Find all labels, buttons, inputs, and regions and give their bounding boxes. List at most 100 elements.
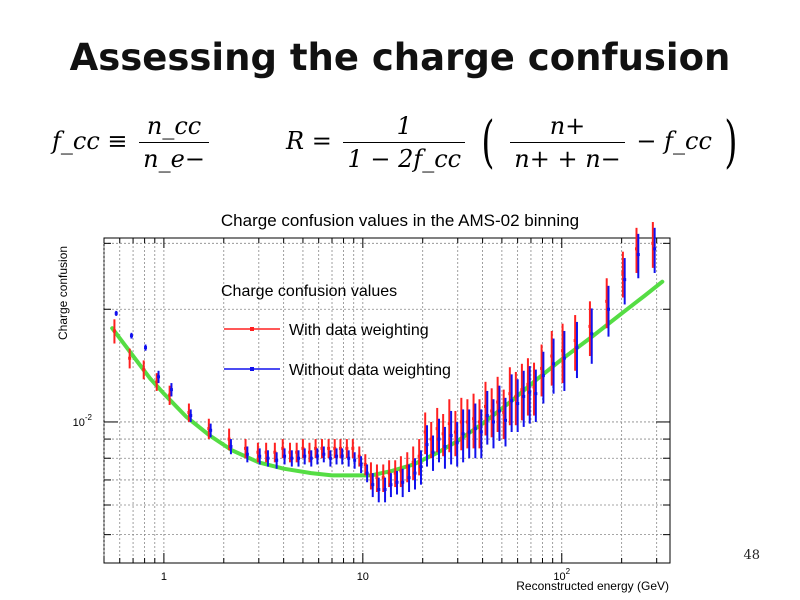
data-point-without-weighting <box>473 427 477 431</box>
slide-title: Assessing the charge confusion <box>69 36 731 79</box>
data-point-without-weighting <box>209 428 213 432</box>
data-point-with-weighting <box>496 400 500 404</box>
data-point-with-weighting <box>273 450 277 454</box>
data-point-without-weighting <box>479 430 483 434</box>
data-point-without-weighting <box>541 374 545 378</box>
x-axis-label: Reconstructed energy (GeV) <box>516 579 669 593</box>
data-point-with-weighting <box>635 247 639 251</box>
data-point-with-weighting <box>429 437 433 441</box>
data-point-without-weighting <box>607 307 611 311</box>
data-point-with-weighting <box>605 299 609 303</box>
data-point-with-weighting <box>387 471 391 475</box>
data-point-without-weighting <box>383 488 387 492</box>
data-point-with-weighting <box>369 473 373 477</box>
chart-title: Charge confusion values in the AMS-02 bi… <box>221 211 579 230</box>
data-point-with-weighting <box>465 420 469 424</box>
data-point-with-weighting <box>327 446 331 450</box>
data-point-without-weighting <box>516 402 520 406</box>
data-point-with-weighting <box>345 446 349 450</box>
data-point-without-weighting <box>189 414 193 418</box>
data-point-without-weighting <box>552 362 556 366</box>
data-point-without-weighting <box>335 454 339 458</box>
data-point-without-weighting <box>449 434 453 438</box>
data-point-without-weighting <box>258 454 262 458</box>
x-tick-label: 10 <box>357 571 369 583</box>
data-point-with-weighting <box>187 410 191 414</box>
formula-ratio-fraction-1-numerator: 1 <box>396 112 412 140</box>
data-point-with-weighting <box>244 446 248 450</box>
data-point-with-weighting <box>472 417 476 421</box>
data-point-with-weighting <box>314 446 318 450</box>
data-point-without-weighting <box>419 465 423 469</box>
data-point-with-weighting <box>459 420 463 424</box>
formula-ratio-fraction-2: n+ n+ + n− <box>510 112 625 173</box>
data-point-with-weighting <box>405 465 409 469</box>
data-point-with-weighting <box>112 329 116 333</box>
data-point-with-weighting <box>502 410 506 414</box>
data-point-without-weighting <box>347 456 351 460</box>
data-point-without-weighting <box>413 471 417 475</box>
plot-frame <box>103 237 671 564</box>
data-point-without-weighting <box>575 346 579 350</box>
data-point-without-weighting <box>309 456 313 460</box>
data-point-without-weighting <box>365 471 369 475</box>
data-point-with-weighting <box>423 430 427 434</box>
data-point-without-weighting <box>322 452 326 456</box>
data-point-without-weighting <box>497 409 501 413</box>
data-point-without-weighting <box>562 356 566 360</box>
data-point-with-weighting <box>411 460 415 464</box>
legend-title: Charge confusion values <box>221 283 397 300</box>
formula-close-paren: ) <box>723 109 738 175</box>
data-point-without-weighting <box>303 454 307 458</box>
data-point-without-weighting <box>590 332 594 336</box>
data-point-without-weighting <box>510 399 514 403</box>
data-point-without-weighting <box>491 420 495 424</box>
formula-fcc-denominator: n_e− <box>139 142 209 173</box>
data-point-without-weighting <box>377 488 381 492</box>
data-point-without-weighting <box>395 480 399 484</box>
data-point-with-weighting <box>128 356 132 360</box>
data-point-with-weighting <box>514 394 518 398</box>
data-point-without-weighting <box>401 480 405 484</box>
data-point-with-weighting <box>484 404 488 408</box>
data-point-with-weighting <box>651 241 655 245</box>
data-point-with-weighting <box>399 469 403 473</box>
formula-ratio-tail: − f_cc <box>636 127 712 155</box>
data-point-without-weighting <box>653 247 657 251</box>
data-point-with-weighting <box>573 339 577 343</box>
data-point-with-weighting <box>168 393 172 397</box>
formula-fcc-numerator: n_cc <box>146 112 202 140</box>
formula-ratio-fraction-1-denominator: 1 − 2f_cc <box>343 142 466 173</box>
data-point-without-weighting <box>455 441 459 445</box>
data-point-with-weighting <box>363 462 367 466</box>
legend-marker-with-weighting <box>250 327 254 331</box>
data-point-without-weighting <box>296 456 300 460</box>
data-point-with-weighting <box>526 382 530 386</box>
formula-fcc-fraction: n_cc n_e− <box>139 112 209 173</box>
legend-marker-without-weighting <box>250 367 254 371</box>
data-point-with-weighting <box>435 427 439 431</box>
formula-fcc-definition: f_cc ≡ n_cc n_e− <box>52 112 213 173</box>
data-point-without-weighting <box>229 444 233 448</box>
data-point-with-weighting <box>281 446 285 450</box>
formula-open-paren: ( <box>481 109 495 175</box>
data-point-with-weighting <box>520 388 524 392</box>
data-point-without-weighting <box>144 346 148 350</box>
formula-ratio-fraction-2-numerator: n+ <box>549 112 586 140</box>
data-point-without-weighting <box>328 456 332 460</box>
legend: Charge confusion values With data weight… <box>221 283 451 379</box>
formula-fcc-lhs: f_cc ≡ <box>52 127 128 155</box>
data-point-with-weighting <box>417 454 421 458</box>
data-point-without-weighting <box>443 444 447 448</box>
data-point-with-weighting <box>588 324 592 328</box>
formula-ratio-fraction-1: 1 1 − 2f_cc <box>343 112 466 173</box>
data-point-without-weighting <box>407 476 411 480</box>
data-point-without-weighting <box>437 437 441 441</box>
data-point-without-weighting <box>503 418 507 422</box>
data-point-with-weighting <box>227 437 231 441</box>
formula-ratio-definition: R = 1 1 − 2f_cc ( n+ n+ + n− − f_cc ) <box>286 112 741 173</box>
data-point-without-weighting <box>431 450 435 454</box>
data-point-with-weighting <box>381 476 385 480</box>
data-point-with-weighting <box>264 450 268 454</box>
